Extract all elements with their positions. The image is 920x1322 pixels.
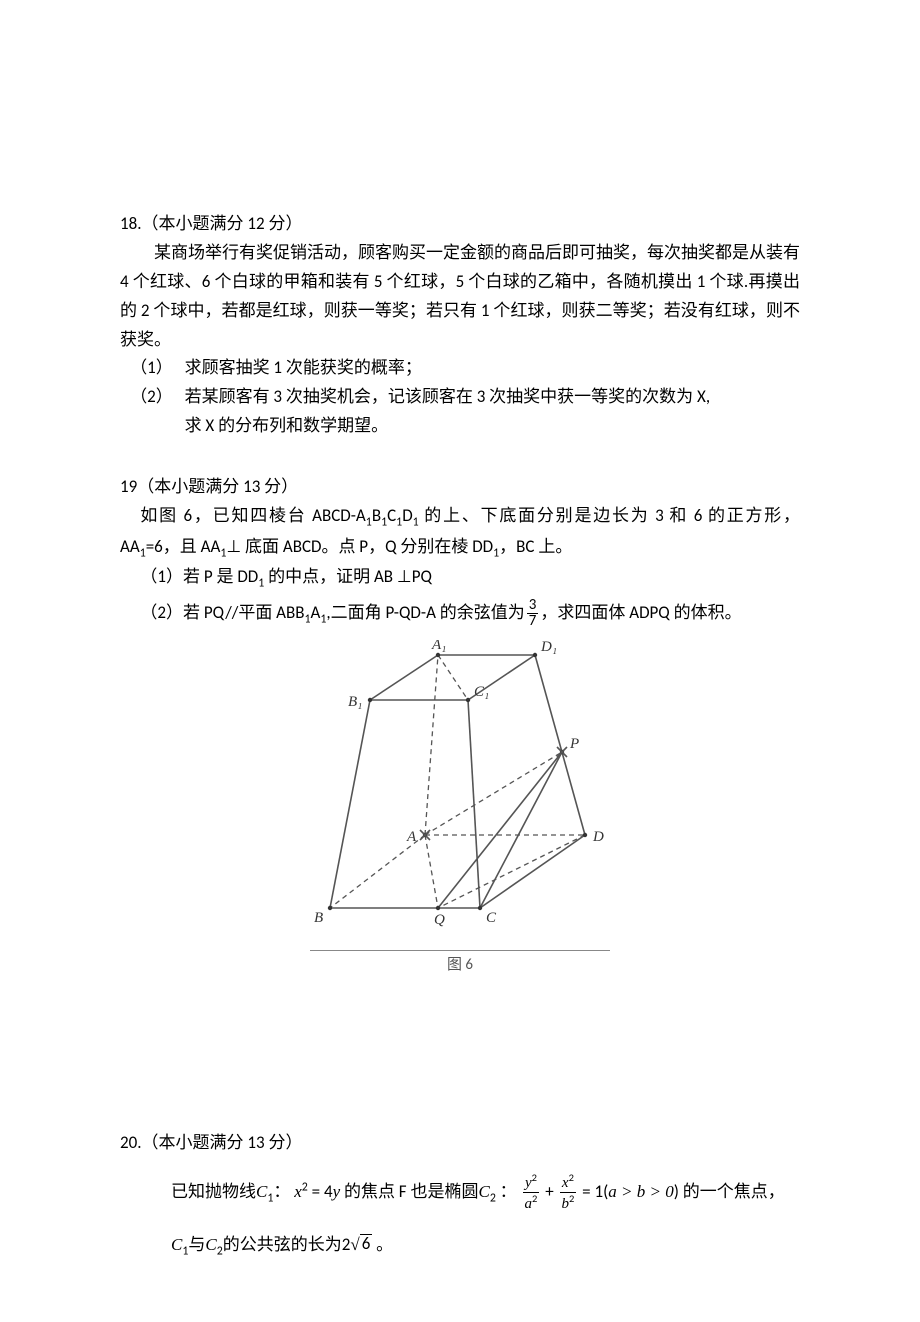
q20-C1b: C bbox=[171, 1235, 182, 1254]
q20-a2-sup: 2 bbox=[532, 1192, 537, 1205]
q18-subparts: （1） 求顾客抽奖 1 次能获奖的概率； （2） 若某顾客有 3 次抽奖机会，记… bbox=[120, 354, 800, 441]
q20-frac1-num: y2 bbox=[523, 1172, 540, 1192]
q20-l1a: 已知抛物线 bbox=[171, 1181, 256, 1202]
q19-head: 19（本小题满分 13 分） bbox=[120, 473, 800, 502]
q20-l2d: 的公共弦的长为 bbox=[223, 1234, 342, 1255]
q20-l1c: ) 的一个焦点， bbox=[674, 1181, 785, 1202]
svg-text:D₁: D₁ bbox=[540, 640, 557, 655]
q20-head: 20.（本小题满分 13 分） bbox=[120, 1129, 800, 1158]
figure-caption: 图 6 bbox=[120, 953, 800, 979]
q19-l1f: =6，且 AA bbox=[146, 536, 221, 557]
q18-body: 某商场举行有奖促销活动，顾客购买一定金额的商品后即可抽奖，每次抽奖都是从装有 4… bbox=[120, 239, 800, 355]
q19-l1g: ⊥ 底面 ABCD。点 P，Q 分别在棱 DD bbox=[226, 536, 493, 557]
question-19: 19（本小题满分 13 分） 如图 6，已知四棱台 ABCD-A1B1C1D1 … bbox=[120, 473, 800, 979]
q19-sub2: （2）若 PQ//平面 ABB1A1,二面角 P-QD-A 的余弦值为37，求四… bbox=[120, 594, 800, 633]
q20-eq4: = 4 bbox=[308, 1181, 333, 1202]
q20-C2: C bbox=[478, 1182, 489, 1201]
q20-a2: a bbox=[525, 1196, 533, 1212]
q20-period: 。 bbox=[372, 1234, 393, 1255]
q19-sub2-d: ，求四面体 ADPQ 的体积。 bbox=[540, 602, 741, 623]
q18-sub2-marker: （2） bbox=[130, 383, 184, 441]
q19-frac-num: 3 bbox=[527, 598, 539, 614]
svg-text:A₁: A₁ bbox=[431, 640, 446, 653]
q19-sub2-a: （2）若 PQ//平面 ABB bbox=[140, 602, 304, 623]
exam-page: 18.（本小题满分 12 分） 某商场举行有奖促销活动，顾客购买一定金额的商品后… bbox=[0, 0, 920, 1322]
q20-b2-sup: 2 bbox=[569, 1192, 574, 1205]
q20-eq1: = 1( bbox=[578, 1181, 608, 1202]
q20-C1: C bbox=[256, 1182, 267, 1201]
q18-sub2: （2） 若某顾客有 3 次抽奖机会，记该顾客在 3 次抽奖中获一等奖的次数为 X… bbox=[130, 383, 800, 441]
gap-18-19 bbox=[120, 441, 800, 473]
q20-l2b: 与 bbox=[188, 1234, 205, 1255]
svg-text:B: B bbox=[314, 910, 323, 926]
q19-sub1-b: 的中点，证明 AB ⊥PQ bbox=[264, 566, 432, 587]
q19-frac-den: 7 bbox=[527, 613, 539, 630]
frustum-diagram: A₁ D₁ B₁ C₁ A D B C Q P bbox=[310, 640, 610, 940]
svg-text:B₁: B₁ bbox=[348, 694, 362, 710]
question-20: 20.（本小题满分 13 分） 已知抛物线C1： x2 = 4y 的焦点 F 也… bbox=[120, 1129, 800, 1262]
figure-underline bbox=[310, 950, 610, 951]
svg-text:C: C bbox=[486, 910, 497, 926]
q20-frac2-num: x2 bbox=[560, 1172, 577, 1192]
q20-colon1: ： bbox=[273, 1181, 290, 1202]
q20-frac-x2b2: x2 b2 bbox=[560, 1172, 577, 1213]
q20-frac-y2a2: y2 a2 bbox=[523, 1172, 540, 1213]
q20-frac2-den: b2 bbox=[560, 1192, 577, 1213]
q19-sub2-c: ,二面角 P-QD-A 的余弦值为 bbox=[326, 602, 524, 623]
q19-l1h: ，BC 上。 bbox=[499, 536, 572, 557]
q18-sub2-text: 若某顾客有 3 次抽奖机会，记该顾客在 3 次抽奖中获一等奖的次数为 X, 求 … bbox=[185, 383, 800, 441]
q18-head: 18.（本小题满分 12 分） bbox=[120, 210, 800, 239]
q19-l1a: 如图 6，已知四棱台 ABCD-A bbox=[140, 505, 365, 526]
q18-sub2-line1: 若某顾客有 3 次抽奖机会，记该顾客在 3 次抽奖中获一等奖的次数为 X, bbox=[185, 386, 711, 407]
q19-sub2-b: A bbox=[311, 602, 321, 623]
svg-text:A: A bbox=[406, 829, 417, 845]
q20-C2b: C bbox=[205, 1235, 216, 1254]
question-18: 18.（本小题满分 12 分） 某商场举行有奖促销活动，顾客购买一定金额的商品后… bbox=[120, 210, 800, 441]
q20-l1b: 的焦点 F 也是椭圆 bbox=[344, 1181, 479, 1202]
q19-l1b: B bbox=[372, 505, 381, 526]
svg-text:D: D bbox=[592, 829, 604, 845]
q20-x2-sup: 2 bbox=[569, 1171, 574, 1184]
q19-l1c: C bbox=[387, 505, 396, 526]
q20-colon2: ： bbox=[496, 1181, 517, 1202]
q18-sub2-line2: 求 X 的分布列和数学期望。 bbox=[185, 415, 389, 436]
q20-plus: + bbox=[541, 1181, 557, 1202]
q19-sub1: （1）若 P 是 DD1 的中点，证明 AB ⊥PQ bbox=[120, 563, 800, 594]
svg-text:Q: Q bbox=[434, 912, 445, 928]
q20-six: 6 bbox=[360, 1234, 373, 1252]
q20-x: x bbox=[294, 1182, 302, 1201]
q20-b2: b bbox=[562, 1196, 570, 1212]
q20-line2: C1与C2的公共弦的长为2√6 。 bbox=[120, 1231, 800, 1262]
q20-y2: y bbox=[525, 1175, 532, 1191]
q20-x2: x bbox=[562, 1175, 569, 1191]
svg-text:C₁: C₁ bbox=[474, 684, 489, 700]
q18-sub1: （1） 求顾客抽奖 1 次能获奖的概率； bbox=[130, 354, 800, 383]
q20-frac1-den: a2 bbox=[523, 1192, 540, 1213]
q19-sub1-a: （1）若 P 是 DD bbox=[140, 566, 258, 587]
q19-l1d: D bbox=[402, 505, 412, 526]
q20-agtb: a > b > 0 bbox=[608, 1182, 673, 1201]
q19-body: 如图 6，已知四棱台 ABCD-A1B1C1D1 的上、下底面分别是边长为 3 … bbox=[120, 502, 800, 563]
q20-y2-sup: 2 bbox=[532, 1171, 537, 1184]
q19-figure: A₁ D₁ B₁ C₁ A D B C Q P 图 6 bbox=[120, 640, 800, 978]
q19-fraction-3-7: 37 bbox=[527, 598, 539, 631]
q20-y: y bbox=[333, 1182, 341, 1201]
sqrt-icon: √ bbox=[350, 1235, 359, 1254]
svg-text:P: P bbox=[569, 736, 579, 752]
q18-sub1-marker: （1） bbox=[130, 354, 184, 383]
gap-19-20 bbox=[120, 979, 800, 1129]
q20-line1: 已知抛物线C1： x2 = 4y 的焦点 F 也是椭圆C2 ： y2 a2 + … bbox=[120, 1172, 800, 1213]
q18-sub1-text: 求顾客抽奖 1 次能获奖的概率； bbox=[185, 354, 800, 383]
